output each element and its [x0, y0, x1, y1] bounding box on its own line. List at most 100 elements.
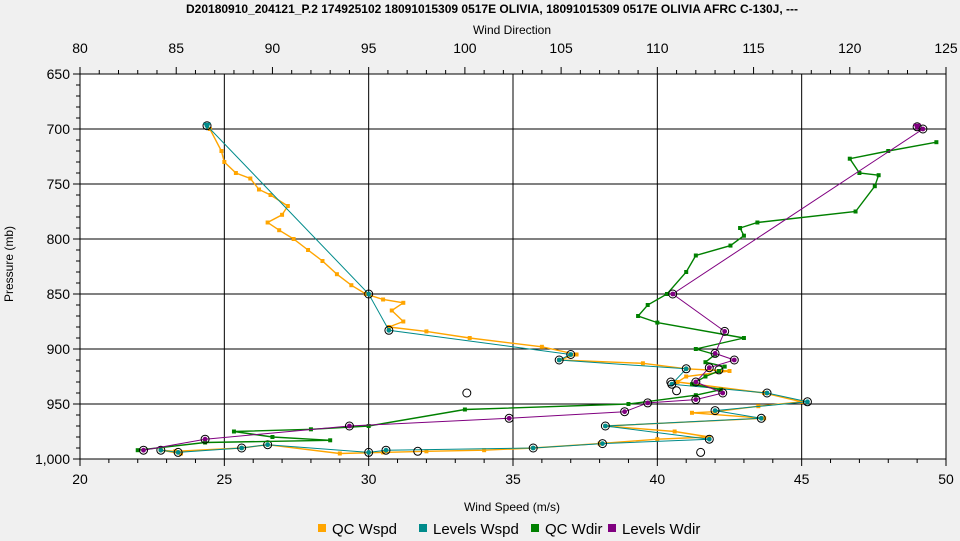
level-marker-ring: [139, 445, 149, 455]
data-point: [280, 212, 285, 217]
legend: QC Wspd Levels Wspd QC Wdir Levels Wdir: [318, 521, 700, 538]
level-marker-point: [670, 291, 676, 297]
data-point: [640, 361, 645, 366]
level-marker-ring: [718, 388, 728, 398]
data-point: [574, 352, 579, 357]
data-point: [291, 237, 296, 241]
data-point: [853, 209, 858, 214]
top-tick-label-85: 85: [168, 40, 184, 56]
data-point: [381, 450, 386, 455]
data-point: [277, 228, 282, 233]
level-marker-ring: [263, 440, 273, 450]
level-marker-ring: [643, 398, 653, 408]
data-point: [655, 437, 660, 442]
data-point: [401, 300, 406, 305]
bottom-tick-label-25: 25: [217, 471, 233, 487]
top-tick-label-105: 105: [549, 40, 573, 56]
level-marker-point: [920, 126, 926, 132]
level-marker-point: [693, 379, 699, 385]
level-marker-ring: [681, 364, 691, 374]
data-point: [755, 220, 760, 225]
y-tick-label-750: 750: [47, 176, 71, 192]
series-levels-wspd: [156, 121, 812, 457]
level-marker-point: [683, 366, 689, 372]
level-marker-point: [758, 415, 764, 421]
data-point: [386, 325, 391, 329]
level-marker-ring: [802, 397, 812, 407]
top-tick-label-80: 80: [72, 40, 88, 56]
data-point: [285, 204, 290, 208]
level-marker-ring: [729, 355, 739, 365]
open-circle-marker: [666, 377, 676, 387]
legend-swatch: [608, 524, 616, 532]
data-point: [268, 193, 273, 197]
data-point: [645, 303, 650, 307]
level-marker-ring: [756, 413, 766, 423]
level-marker-point: [706, 436, 712, 442]
data-point: [320, 259, 325, 263]
data-point: [703, 374, 708, 379]
y-tick-label-950: 950: [47, 396, 71, 412]
data-point: [689, 410, 694, 415]
level-marker-ring: [566, 350, 576, 359]
level-marker-ring: [364, 289, 374, 299]
data-point: [738, 226, 743, 230]
data-point: [349, 283, 354, 288]
level-marker-ring: [504, 413, 514, 423]
level-marker-ring: [704, 363, 714, 373]
level-marker-point: [366, 450, 372, 455]
y-tick-label-900: 900: [47, 341, 71, 357]
data-point: [265, 220, 270, 225]
level-marker-point: [706, 365, 712, 371]
level-marker-point: [239, 445, 245, 451]
level-marker-ring: [710, 348, 720, 358]
data-point: [401, 319, 406, 324]
bottom-tick-label-40: 40: [650, 471, 666, 487]
level-marker-point: [158, 447, 164, 453]
level-marker-ring: [597, 439, 607, 449]
data-point: [270, 435, 275, 439]
top-tick-label-100: 100: [453, 40, 477, 56]
top-tick-label-120: 120: [838, 40, 862, 56]
axis-minor-ticks: [73, 67, 947, 466]
level-marker-point: [202, 436, 208, 442]
top-tick-label-115: 115: [742, 40, 765, 56]
data-point: [741, 336, 746, 340]
data-point: [135, 448, 140, 453]
y-tick-label-850: 850: [47, 286, 71, 302]
level-marker-ring: [200, 434, 210, 444]
legend-swatch: [531, 524, 539, 532]
level-marker-point: [731, 357, 737, 363]
data-point: [219, 149, 224, 153]
data-point: [363, 292, 368, 296]
level-marker-point: [712, 351, 718, 356]
series-levels-wdir: [139, 122, 928, 455]
open-circle-marker: [462, 388, 472, 398]
data-point: [876, 173, 881, 178]
level-marker-point: [805, 399, 810, 405]
data-point: [857, 171, 862, 175]
level-marker-point: [506, 415, 512, 421]
data-point: [672, 429, 677, 434]
open-circle-marker: [714, 365, 724, 375]
data-point: [467, 336, 472, 340]
data-point: [222, 160, 227, 164]
data-point: [424, 449, 429, 454]
level-marker-ring: [364, 447, 374, 457]
level-marker-point: [722, 329, 728, 334]
y-axis-title: Pressure (mb): [2, 226, 16, 302]
level-marker-ring: [344, 421, 354, 431]
legend-label: Levels Wspd: [433, 521, 519, 538]
series-line: [143, 126, 924, 451]
open-circle-marker: [413, 446, 423, 456]
chart-title: D20180910_204121_P.2 174925102 180910153…: [186, 2, 798, 16]
level-marker-point: [720, 390, 726, 396]
data-point: [366, 424, 371, 428]
data-point: [847, 156, 852, 161]
data-point: [334, 272, 339, 277]
series-layer: [135, 121, 939, 457]
level-marker-point: [600, 441, 605, 446]
top-tick-label-95: 95: [361, 40, 377, 56]
level-marker-ring: [528, 443, 538, 453]
data-point: [762, 416, 767, 421]
